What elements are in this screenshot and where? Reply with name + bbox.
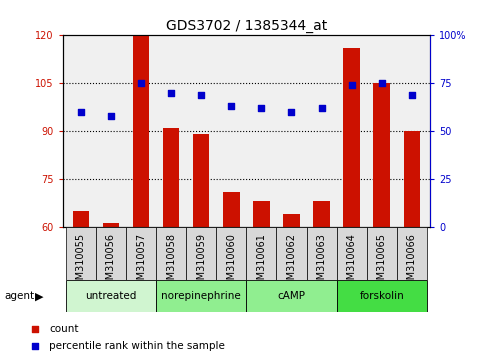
Bar [367, 227, 397, 280]
Point [167, 90, 175, 96]
Point [257, 105, 265, 111]
Text: GSM310064: GSM310064 [347, 233, 356, 292]
Title: GDS3702 / 1385344_at: GDS3702 / 1385344_at [166, 19, 327, 33]
Point [318, 105, 326, 111]
Bar [103, 223, 119, 227]
Text: untreated: untreated [85, 291, 137, 301]
Point [337, 102, 344, 107]
Text: GSM310058: GSM310058 [166, 233, 176, 292]
Text: forskolin: forskolin [359, 291, 404, 301]
Bar [156, 280, 246, 312]
Bar [343, 48, 360, 227]
Text: GSM310055: GSM310055 [76, 233, 86, 292]
Point [378, 80, 385, 86]
Text: agent: agent [5, 291, 35, 301]
Point [227, 103, 235, 109]
Bar [276, 227, 307, 280]
Bar [126, 227, 156, 280]
Text: GSM310061: GSM310061 [256, 233, 266, 292]
Bar [66, 280, 156, 312]
Bar [373, 83, 390, 227]
Bar [246, 280, 337, 312]
Bar [337, 280, 427, 312]
Bar [186, 227, 216, 280]
Bar [96, 227, 126, 280]
Point [137, 80, 145, 86]
Bar [283, 214, 300, 227]
Text: GSM310060: GSM310060 [227, 233, 236, 292]
Bar [397, 227, 427, 280]
Text: GSM310057: GSM310057 [136, 233, 146, 292]
Bar [307, 227, 337, 280]
Text: GSM310059: GSM310059 [196, 233, 206, 292]
Point [198, 92, 205, 97]
Text: count: count [49, 324, 79, 333]
Text: cAMP: cAMP [277, 291, 305, 301]
Bar [72, 211, 89, 227]
Text: norepinephrine: norepinephrine [161, 291, 241, 301]
Bar [246, 227, 276, 280]
Bar [66, 227, 96, 280]
Bar [403, 131, 420, 227]
Point [287, 109, 295, 115]
Bar [193, 134, 210, 227]
Bar [223, 192, 240, 227]
Point [408, 92, 416, 97]
Text: GSM310056: GSM310056 [106, 233, 116, 292]
Text: GSM310066: GSM310066 [407, 233, 417, 292]
Bar [163, 128, 179, 227]
Bar [156, 227, 186, 280]
Point [77, 109, 85, 115]
Point [337, 263, 344, 268]
Bar [253, 201, 270, 227]
Bar [216, 227, 246, 280]
Text: GSM310065: GSM310065 [377, 233, 387, 292]
Text: GSM310062: GSM310062 [286, 233, 297, 292]
Text: ▶: ▶ [35, 292, 43, 302]
Bar [337, 227, 367, 280]
Text: GSM310063: GSM310063 [316, 233, 327, 292]
Bar [133, 35, 149, 227]
Point [348, 82, 355, 88]
Text: percentile rank within the sample: percentile rank within the sample [49, 341, 225, 351]
Point [107, 113, 115, 119]
Bar [313, 201, 330, 227]
